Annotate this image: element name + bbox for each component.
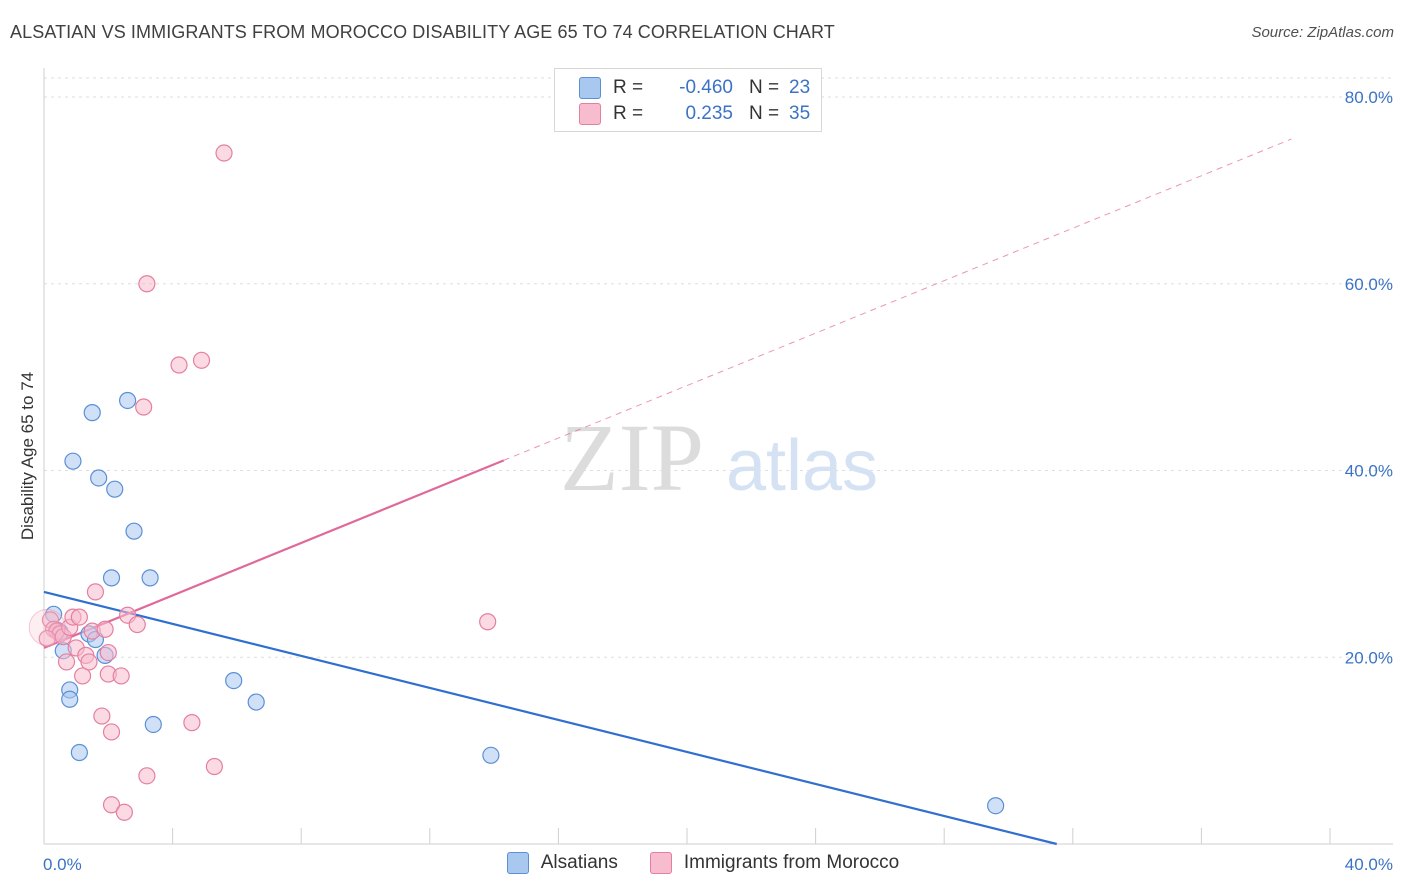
point-morocco [183,714,201,732]
legend-r-label: R = [613,77,644,98]
point-alsatians [987,797,1005,815]
y-tick-label: 60.0% [1345,275,1393,294]
legend-r-label: R = [613,103,644,124]
point-morocco [38,629,56,648]
point-alsatians [64,452,82,470]
point-morocco [112,667,130,685]
point-alsatians [482,746,500,764]
point-morocco [70,608,88,626]
trend-line-solid [43,590,1057,846]
point-alsatians [83,404,101,422]
point-alsatians [61,690,79,708]
point-morocco [86,583,105,601]
watermark-atlas: atlas [726,426,878,506]
point-alsatians [102,569,121,587]
y-tick-label: 40.0% [1345,462,1393,481]
point-alsatians [225,671,243,690]
point-alsatians [141,569,159,587]
series-swatch-morocco [649,852,672,874]
point-alsatians [144,715,162,734]
point-alsatians [90,469,108,487]
x-tick-label-right: 40.0% [1345,855,1393,874]
point-morocco [96,620,114,638]
point-morocco [57,653,76,671]
chart-title: ALSATIAN VS IMMIGRANTS FROM MOROCCO DISA… [10,22,835,42]
point-alsatians [106,480,124,498]
point-morocco [192,351,211,369]
point-morocco [479,613,497,631]
point-alsatians [247,693,265,711]
legend-n-label: N = [749,77,780,98]
grid-lines [44,77,1393,658]
point-cluster [28,608,66,646]
watermark: ZIP atlas [560,404,878,511]
y-tick-label: 20.0% [1345,648,1393,667]
series-legend-morocco[interactable]: Immigrants from Morocco [649,852,900,874]
x-tick-label-left: 0.0% [43,855,82,874]
point-morocco [93,707,111,725]
y-tick-labels: 20.0% 40.0% 60.0% 80.0% [1345,88,1393,667]
point-morocco [99,643,117,662]
series-legend-alsatians[interactable]: Alsatians [506,852,618,874]
point-morocco [115,803,133,821]
point-morocco [215,144,233,162]
legend-row-alsatians: R = -0.460 N = 23 [579,76,810,100]
legend-swatch-morocco [579,103,601,125]
legend-r-value: -0.460 [679,77,733,98]
legend-r-value: 0.235 [685,103,733,124]
point-alsatians [125,522,143,540]
data-points [28,144,1005,821]
point-alsatians [70,743,88,762]
series-label-morocco: Immigrants from Morocco [683,852,900,873]
x-tick-labels: 0.0% 40.0% [43,855,1393,874]
point-morocco [170,356,188,374]
y-tick-label: 80.0% [1345,88,1393,107]
point-morocco [135,398,153,416]
y-axis-title: Disability Age 65 to 74 [18,372,37,540]
series-legend: Alsatians Immigrants from Morocco [0,852,1406,874]
point-morocco [138,275,156,293]
point-morocco [102,796,121,814]
legend-n-label: N = [749,103,780,124]
point-morocco [80,653,98,671]
legend-n-value: 35 [789,103,811,124]
legend-n-value: 23 [789,77,811,98]
watermark-zip: ZIP [560,404,704,511]
series-swatch-alsatians [506,852,529,874]
legend-swatch-alsatians [579,77,601,99]
point-morocco [205,757,223,776]
point-morocco [138,767,156,785]
trend-line-dashed [503,138,1292,461]
point-morocco [102,723,121,741]
source-label: Source: ZipAtlas.com [1251,24,1394,41]
point-morocco [73,667,92,685]
point-morocco [128,615,146,634]
axes [43,68,1393,845]
series-label-alsatians: Alsatians [540,852,618,873]
legend-row-morocco: R = 0.235 N = 35 [579,102,810,126]
point-alsatians [118,391,137,410]
correlation-legend: R = -0.460 N = 23 R = 0.235 N = 35 [554,68,822,132]
